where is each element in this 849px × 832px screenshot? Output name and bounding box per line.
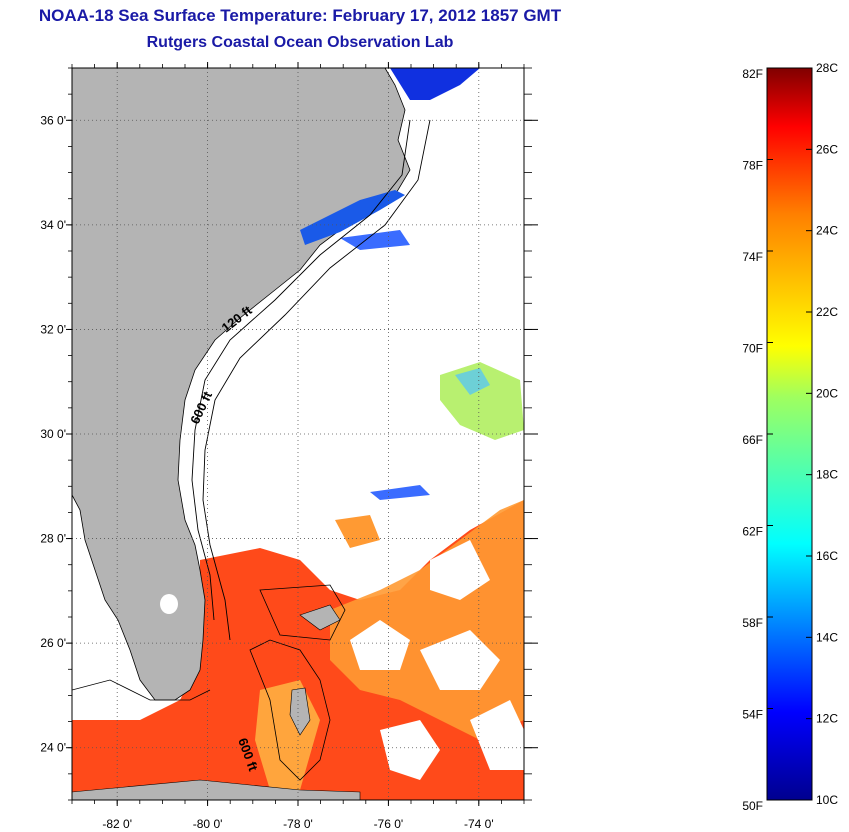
colorbar-c-label: 20C — [816, 386, 838, 400]
colorbar-f-label: 66F — [742, 433, 763, 447]
sst-cool-streak — [340, 230, 410, 250]
map-title: NOAA-18 Sea Surface Temperature: Februar… — [38, 6, 562, 25]
contour-bahamas — [259, 584, 346, 641]
colorbar-celsius-labels: 28C 26C 24C 22C 20C 18C 16C 14C 12C 10C — [806, 61, 838, 807]
colorbar-c-label: 10C — [816, 793, 838, 807]
colorbar-c-label: 16C — [816, 549, 838, 563]
colorbar-f-label: 74F — [742, 250, 763, 264]
colorbar-c-label: 12C — [816, 712, 838, 726]
colorbar-f-label: 70F — [742, 342, 763, 356]
cloud-patch — [420, 630, 500, 690]
y-tick-label: 36 0' — [40, 113, 66, 127]
cloud-patch — [350, 620, 410, 670]
cloud-patch — [470, 700, 524, 770]
contour-120ft — [191, 119, 411, 621]
colorbar-c-label: 14C — [816, 630, 838, 644]
sst-orange-patch — [335, 515, 380, 548]
colorbar-c-label: 18C — [816, 468, 838, 482]
y-tick-label: 34 0' — [40, 218, 66, 232]
colorbar-c-label: 22C — [816, 305, 838, 319]
sst-cold-coast — [390, 68, 480, 100]
y-tick-label: 28 0' — [40, 532, 66, 546]
sst-cool-blob-core — [455, 368, 490, 395]
y-tick-label: 24 0' — [40, 741, 66, 755]
colorbar-f-label: 62F — [742, 525, 763, 539]
x-tick-label: -74 0' — [464, 817, 494, 831]
contour-keys — [72, 679, 211, 701]
axis-ticks: -82 0' -80 0' -78 0' -76 0' -74 0' 36 0' 34 0'… — [40, 62, 538, 831]
map-area: 120 ft 600 ft 600 ft — [72, 68, 524, 800]
grid-lines — [72, 68, 524, 800]
bahamas-island — [289, 687, 311, 736]
x-tick-label: -78 0' — [283, 817, 313, 831]
colorbar-c-label: 26C — [816, 142, 838, 156]
contour-600ft — [202, 119, 431, 641]
x-tick-label: -76 0' — [374, 817, 404, 831]
contour-bahamas — [249, 639, 331, 781]
y-tick-label: 26 0' — [40, 636, 66, 650]
colorbar — [766, 67, 813, 801]
colorbar-f-label: 58F — [742, 616, 763, 630]
colorbar-c-label: 28C — [816, 61, 838, 75]
y-tick-label: 30 0' — [40, 427, 66, 441]
x-tick-label: -82 0' — [102, 817, 132, 831]
cloud-patch — [380, 720, 440, 780]
x-tick-label: -80 0' — [193, 817, 223, 831]
lake-okeechobee — [160, 594, 178, 614]
cloud-patch — [430, 540, 490, 600]
cuba-land — [72, 779, 361, 800]
sst-cool-streak — [370, 485, 430, 500]
colorbar-f-label: 54F — [742, 708, 763, 722]
colorbar-fahrenheit-labels: 82F 78F 74F 70F 66F 62F 58F 54F 50F — [742, 67, 773, 813]
map-subtitle: Rutgers Coastal Ocean Observation Lab — [146, 34, 454, 51]
colorbar-c-label: 24C — [816, 224, 838, 238]
colorbar-f-label: 82F — [742, 67, 763, 81]
colorbar-f-label: 50F — [742, 799, 763, 813]
colorbar-f-label: 78F — [742, 159, 763, 173]
y-tick-label: 32 0' — [40, 322, 66, 336]
